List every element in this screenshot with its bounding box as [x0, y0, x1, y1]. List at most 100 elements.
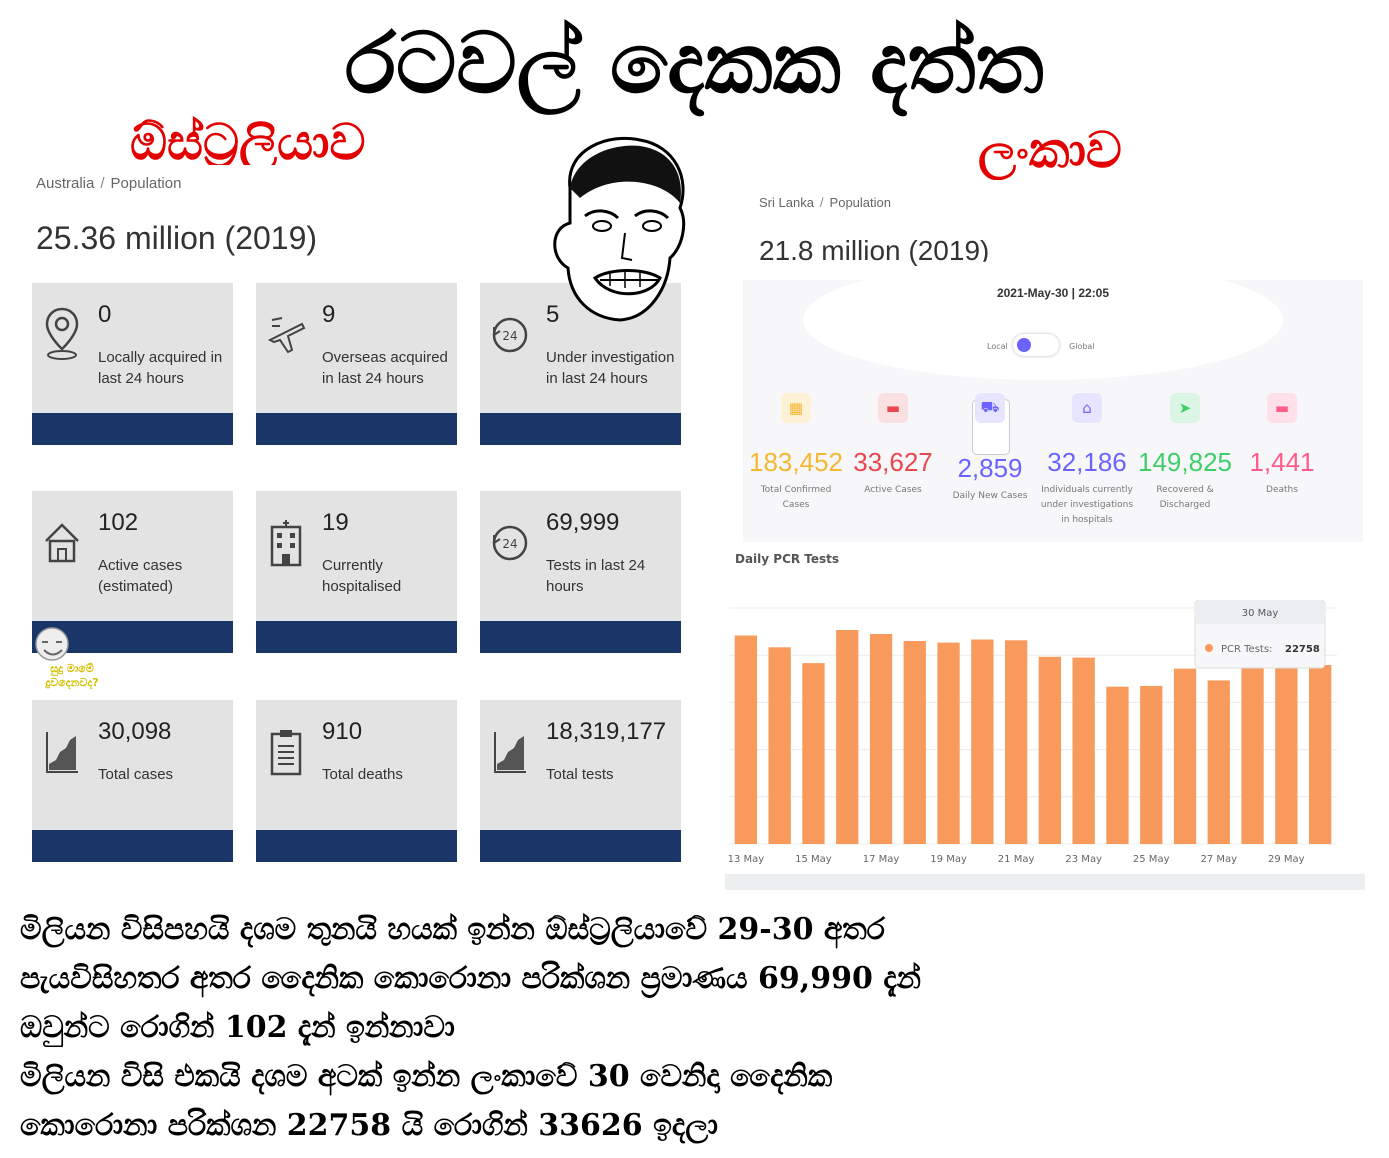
breadcrumb: Sri Lanka / Population [759, 195, 891, 210]
card-label: Currently hospitalised [322, 557, 402, 595]
card-label: Tests in last 24 hours [546, 557, 646, 595]
card-label: Total tests [546, 766, 614, 783]
stat-label: Total Confirmed Cases [760, 485, 832, 510]
srilanka-panel: Sri Lanka / Population 21.8 million (2019)… [725, 180, 1365, 890]
card-footer-bar [480, 830, 681, 862]
bar-24-may[interactable] [1106, 686, 1129, 844]
bar-30-may[interactable] [1309, 665, 1332, 844]
x-tick-label: 19 May [930, 854, 967, 865]
card-label: Total cases [98, 766, 174, 783]
bar-28-may[interactable] [1241, 655, 1264, 844]
stat-card-total-tests: 18,319,177 Total tests [480, 700, 681, 862]
card-label: Active cases (estimated) [98, 557, 183, 595]
stat-value: 149,825 [1138, 447, 1232, 477]
bar-14-may[interactable] [768, 647, 791, 844]
australia-label: ඕස්ට්‍රලියාව [130, 113, 366, 171]
bar-13-may[interactable] [734, 635, 757, 845]
toggle-label-local: Local [987, 342, 1008, 351]
tooltip-date: 30 May [1242, 608, 1279, 619]
svg-text:24: 24 [502, 537, 517, 551]
bar-17-may[interactable] [869, 634, 893, 844]
breadcrumb-country[interactable]: Sri Lanka [759, 195, 814, 210]
x-tick-label: 29 May [1268, 854, 1305, 865]
ambulance-icon: ⛟ [975, 393, 1005, 423]
pcr-bar-chart[interactable]: 13 May 15 May 17 May 19 May 21 May 23 May 25 M… [725, 600, 1365, 890]
stat-value: 33,627 [853, 447, 933, 477]
toggle-knob [1017, 338, 1031, 352]
breadcrumb-country[interactable]: Australia [36, 175, 95, 192]
caption-text: මිලියන විසිපහයි දශම තුනයි හයක් ඉන්න ඕස්ට… [20, 905, 1380, 1150]
stat-value: 1,441 [1249, 447, 1315, 477]
stat-recovered: ➤ 149,825 Recovered & Discharged [1136, 393, 1234, 513]
x-tick-label: 27 May [1201, 854, 1238, 865]
update-datetime: 2021-May-30 | 22:05 [996, 286, 1110, 300]
bar-19-may[interactable] [937, 642, 960, 844]
stat-under-investigation: ⌂ 32,186 Individuals currently under inv… [1038, 393, 1136, 528]
caption-line: මිලියන විසිපහයි දශම තුනයි හයක් ඉන්න ඕස්ට… [20, 912, 885, 947]
stat-label: Individuals currently under investigatio… [1040, 485, 1134, 525]
chart-scrollbar[interactable] [725, 874, 1365, 890]
card-label: Locally acquired in last 24 hours [98, 349, 223, 387]
stat-deaths: ▬ 1,441 Deaths [1233, 393, 1331, 498]
pcr-chart-title: Daily PCR Tests [735, 552, 840, 566]
stat-label: Daily New Cases [952, 491, 1028, 501]
clock-24-icon: 24 [490, 305, 530, 365]
x-tick-label: 23 May [1065, 854, 1102, 865]
stat-label: Active Cases [864, 485, 922, 495]
stat-value: 183,452 [749, 447, 843, 477]
x-tick-label: 17 May [863, 854, 900, 865]
caption-line: ඔවුන්ට රොගින් 102 දැන් ඉන්නාවා [20, 1010, 455, 1045]
stat-card-overseas: 9 Overseas acquired in last 24 hours [256, 283, 457, 445]
bar-18-may[interactable] [903, 641, 926, 844]
hospital-icon: ▦ [781, 393, 811, 423]
srilanka-label: ලංකාව [978, 121, 1122, 179]
bar-25-may[interactable] [1140, 685, 1163, 844]
card-value: 5 [546, 301, 560, 328]
stat-card-hospitalised: 19 Currently hospitalised [256, 491, 457, 653]
card-footer-bar [32, 413, 233, 445]
local-global-toggle[interactable] [1013, 334, 1059, 356]
stat-label: Deaths [1266, 485, 1298, 495]
bar-23-may[interactable] [1072, 657, 1095, 844]
clock-24-icon: 24 [490, 513, 530, 573]
stat-card-local: 0 Locally acquired in last 24 hours [32, 283, 233, 445]
card-footer-bar [256, 413, 457, 445]
hospital-icon [266, 513, 306, 573]
bar-27-may[interactable] [1207, 680, 1230, 844]
card-label: Overseas acquired in last 24 hours [322, 349, 448, 387]
home-icon: ⌂ [1072, 393, 1102, 423]
card-value: 910 [322, 718, 363, 745]
card-label: Total deaths [322, 766, 403, 783]
card-footer-bar [480, 413, 681, 445]
tooltip-series-marker [1205, 644, 1213, 652]
card-footer-bar [32, 830, 233, 862]
breadcrumb-population: Population [829, 195, 891, 210]
caption-line: කොරොනා පරික්ශන 22758 යි රොගින් 33626 ඉදල… [20, 1108, 718, 1143]
card-label: Under investigation in last 24 hours [546, 349, 675, 387]
chart-tooltip: 30 May PCR Tests: 22758 [1194, 600, 1326, 669]
main-title: රටවල් දෙකක දත්ත [345, 14, 1044, 112]
card-value: 9 [322, 301, 336, 328]
header-arc [803, 260, 1283, 380]
bed-icon: ▬ [878, 393, 908, 423]
watermark-line: සුදු මාමේ [50, 662, 94, 675]
house-icon [42, 513, 82, 573]
bar-22-may[interactable] [1038, 656, 1061, 844]
stat-total-confirmed: ▦ 183,452 Total Confirmed Cases [747, 393, 845, 513]
bed-icon: ▬ [1267, 393, 1297, 423]
bar-15-may[interactable] [802, 663, 825, 844]
bar-26-may[interactable] [1173, 668, 1197, 844]
caption-line: මිලියන විසි එකයි දශම අටක් ඉන්න ලංකාවේ 30… [20, 1059, 833, 1094]
clipboard-icon [266, 722, 306, 782]
toggle-label-global: Global [1069, 342, 1095, 351]
card-value: 30,098 [98, 718, 172, 745]
breadcrumb: Australia / Population [36, 175, 182, 192]
population-value: 21.8 million (2019) [759, 235, 990, 266]
bar-21-may[interactable] [1005, 640, 1028, 844]
bar-16-may[interactable] [836, 630, 859, 844]
stat-card-total-deaths: 910 Total deaths [256, 700, 457, 862]
bar-29-may[interactable] [1275, 666, 1298, 844]
bar-20-may[interactable] [971, 639, 994, 845]
stat-card-total-cases: 30,098 Total cases [32, 700, 233, 862]
card-value: 69,999 [546, 509, 620, 536]
